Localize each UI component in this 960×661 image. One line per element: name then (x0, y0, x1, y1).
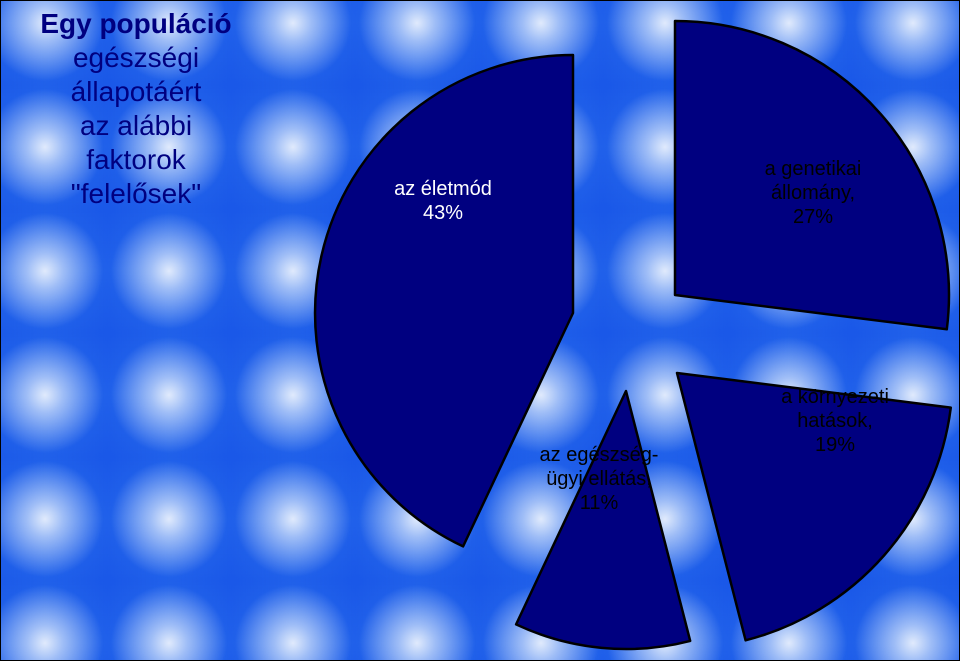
pie-slice-healthcare (514, 389, 692, 651)
chart-title-rest: egészségi állapotáért az alábbi faktorok… (70, 42, 202, 209)
pie-slice-genetic (673, 19, 951, 331)
pie-slice-environment (675, 371, 953, 642)
chart-title: Egy populáció egészségi állapotáért az a… (11, 7, 261, 211)
slice-label-environment: a környezeti hatások, 19% (781, 386, 889, 456)
slice-label-healthcare: az egészség- ügyi ellátás, 11% (539, 444, 659, 514)
chart-title-line1: Egy populáció (40, 8, 232, 39)
slice-label-lifestyle: az életmód 43% (394, 178, 492, 224)
slice-label-genetic: a genetikai állomány, 27% (764, 158, 862, 228)
pie-slice-lifestyle (313, 53, 575, 548)
